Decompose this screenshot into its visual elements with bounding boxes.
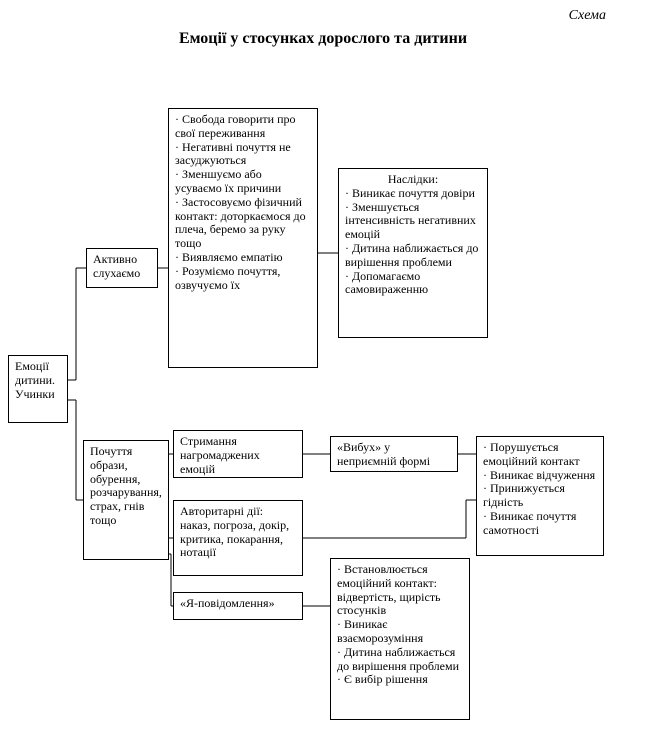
bullet-item: · Виникає почуття довіри (345, 187, 481, 201)
bullet-item: · Виникає почуття самотності (483, 510, 597, 538)
node-explosion: «Вибух» у неприємній формі (330, 436, 458, 472)
bullet-item: · Принижується гідність (483, 482, 597, 510)
node-active-listen: Активно слухаємо (86, 248, 158, 288)
bullet-item: · Виявляємо емпатію (175, 251, 311, 265)
schema-label: Схема (569, 8, 606, 24)
bullet-item: · Негативні почуття не засуджуються (175, 141, 311, 169)
node-i-message-text: «Я-повідомлення» (180, 596, 275, 610)
bullet-item: · Виникає відчуження (483, 469, 597, 483)
node-authoritarian-text: Авторитарні дії: наказ, погроза, докір, … (180, 504, 289, 559)
node-explosion-text: «Вибух» у неприємній формі (337, 440, 430, 468)
node-restrain: Стримання нагромаджених емоцій (173, 430, 303, 478)
bullet-item: · Є вибір рішення (337, 673, 463, 687)
bullet-item: · Виникає взаєморозуміння (337, 618, 463, 646)
node-feelings-text: Почуття образи, обурення, розчарування, … (90, 444, 162, 527)
bullet-item: · Дитина наближається до вирішення пробл… (337, 646, 463, 674)
bullet-item: · Застосовуємо фізичний контакт: доторка… (175, 196, 311, 251)
node-i-message: «Я-повідомлення» (173, 592, 303, 620)
node-contact-gain: · Встановлюється емоційний контакт: відв… (330, 558, 470, 720)
bullet-item: · Дитина наближається до вирішення пробл… (345, 242, 481, 270)
bullet-item: · Свобода говорити про свої переживання (175, 113, 311, 141)
node-contact-loss: · Порушується емоційний контакт· Виникає… (476, 436, 604, 556)
node-root-text: Емоції дитини. Учинки (15, 359, 55, 401)
diagram-title: Емоції у стосунках дорослого та дитини (0, 30, 646, 48)
bullet-item: · Встановлюється емоційний контакт: відв… (337, 563, 463, 618)
bullet-item: · Допомагаємо самовираженню (345, 270, 481, 298)
node-feelings: Почуття образи, обурення, розчарування, … (83, 440, 169, 560)
connector-layer (0, 0, 646, 730)
node-active-listen-text: Активно слухаємо (93, 252, 140, 280)
bullet-item: · Зменшуємо або усуваємо їх причини (175, 168, 311, 196)
bullet-item: · Розуміємо почуття, озвучуємо їх (175, 265, 311, 293)
node-authoritarian: Авторитарні дії: наказ, погроза, докір, … (173, 500, 303, 576)
node-root: Емоції дитини. Учинки (8, 355, 68, 423)
bullet-item: · Зменшується інтенсивність негативних е… (345, 201, 481, 242)
node-active-details: · Свобода говорити про свої переживання·… (168, 108, 318, 368)
node-restrain-text: Стримання нагромаджених емоцій (180, 434, 260, 476)
node-consequences: Наслідки: · Виникає почуття довіри· Змен… (338, 168, 488, 338)
bullet-item: · Порушується емоційний контакт (483, 441, 597, 469)
node-consequences-header: Наслідки: (345, 173, 481, 187)
